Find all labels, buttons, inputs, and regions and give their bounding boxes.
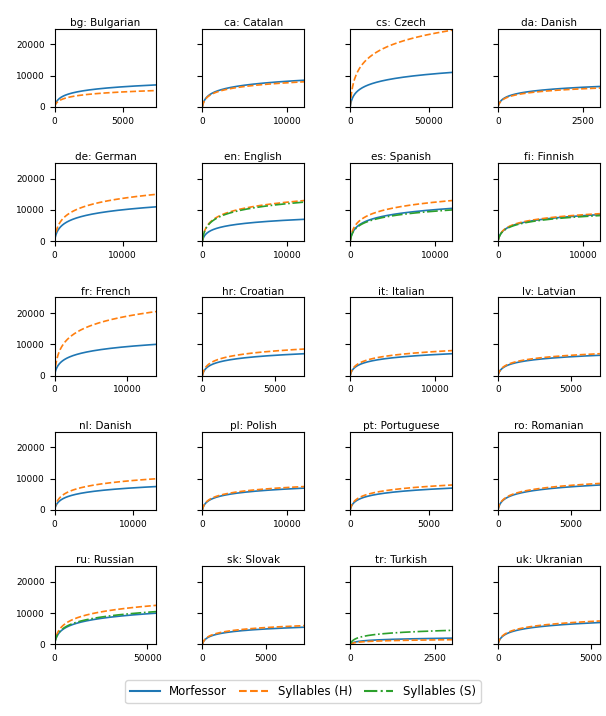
Title: da: Danish: da: Danish <box>521 18 577 28</box>
Title: es: Spanish: es: Spanish <box>371 153 431 163</box>
Title: hr: Croatian: hr: Croatian <box>222 286 284 296</box>
Legend: Morfessor, Syllables (H), Syllables (S): Morfessor, Syllables (H), Syllables (S) <box>125 680 481 703</box>
Title: sk: Slovak: sk: Slovak <box>227 556 280 566</box>
Title: ru: Russian: ru: Russian <box>76 556 135 566</box>
Title: it: Italian: it: Italian <box>378 286 424 296</box>
Title: nl: Danish: nl: Danish <box>79 421 132 431</box>
Title: pt: Portuguese: pt: Portuguese <box>363 421 439 431</box>
Title: tr: Turkish: tr: Turkish <box>375 556 427 566</box>
Title: pl: Polish: pl: Polish <box>230 421 277 431</box>
Title: fi: Finnish: fi: Finnish <box>524 153 574 163</box>
Title: uk: Ukranian: uk: Ukranian <box>516 556 582 566</box>
Title: en: English: en: English <box>224 153 282 163</box>
Title: cs: Czech: cs: Czech <box>376 18 426 28</box>
Title: ro: Romanian: ro: Romanian <box>514 421 584 431</box>
Title: lv: Latvian: lv: Latvian <box>522 286 576 296</box>
Title: bg: Bulgarian: bg: Bulgarian <box>70 18 141 28</box>
Title: de: German: de: German <box>75 153 136 163</box>
Title: ca: Catalan: ca: Catalan <box>224 18 283 28</box>
Title: fr: French: fr: French <box>81 286 130 296</box>
